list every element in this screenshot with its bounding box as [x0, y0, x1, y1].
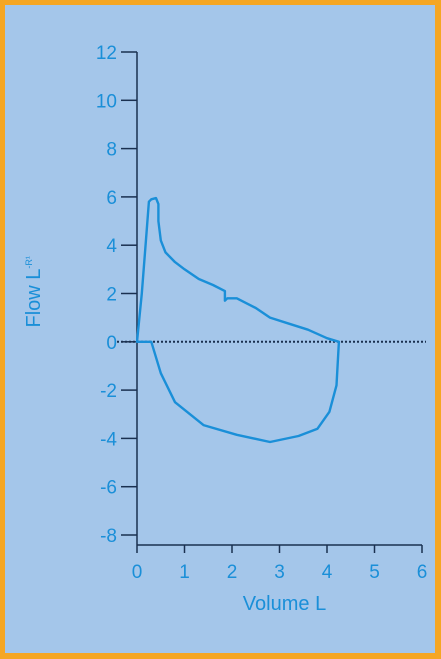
y-tick-label: 2	[106, 285, 117, 306]
y-tick-label: -8	[100, 526, 117, 547]
x-tick-label: 2	[227, 562, 238, 583]
y-axis: -8 -6 -4 -2 0 2 4 6 8 10 12	[96, 43, 138, 547]
y-tick-label: 0	[106, 333, 117, 354]
x-tick-label: 3	[274, 562, 285, 583]
x-tick-label: 4	[322, 562, 333, 583]
y-axis-title-sup: -R¹	[24, 256, 34, 269]
x-tick-label: 1	[179, 562, 190, 583]
x-axis-title: Volume L	[243, 593, 326, 615]
y-axis-title: Flow L-R¹	[23, 256, 45, 327]
y-tick-label: -6	[100, 478, 117, 499]
y-tick-label: 4	[106, 236, 117, 257]
x-axis: 0 1 2 3 4 5 6	[132, 544, 428, 583]
y-tick-label: -2	[100, 381, 117, 402]
flow-volume-loop	[135, 196, 341, 444]
y-axis-title-main: Flow L	[23, 269, 45, 328]
y-tick-label: 12	[96, 43, 117, 64]
y-tick-label: 6	[106, 188, 117, 209]
y-tick-label: 10	[96, 91, 117, 112]
x-tick-label: 0	[132, 562, 143, 583]
y-tick-label: -4	[100, 429, 117, 450]
y-tick-label: 8	[106, 140, 117, 161]
x-tick-label: 6	[417, 562, 428, 583]
series-group	[135, 196, 341, 444]
x-tick-label: 5	[369, 562, 380, 583]
